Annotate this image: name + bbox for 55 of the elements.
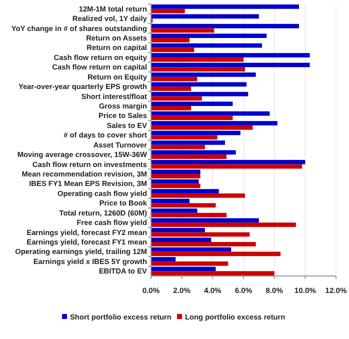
bar	[151, 184, 200, 188]
bar	[151, 106, 192, 110]
bar	[151, 174, 200, 178]
bar	[151, 179, 199, 184]
bar	[151, 130, 240, 136]
bar	[151, 261, 228, 266]
bar	[151, 218, 259, 223]
bar	[151, 121, 278, 126]
bar	[151, 222, 296, 227]
bar	[151, 96, 202, 101]
bar	[151, 86, 192, 91]
bar	[151, 24, 299, 28]
bar	[151, 198, 190, 204]
bar	[151, 271, 274, 276]
bar	[151, 102, 233, 106]
bar	[151, 14, 259, 19]
bar	[151, 212, 227, 218]
bar	[151, 242, 256, 246]
bar	[151, 125, 253, 130]
bar	[151, 170, 200, 174]
bar	[151, 135, 218, 140]
bar	[151, 144, 205, 150]
bar	[151, 203, 216, 208]
bar	[151, 48, 194, 52]
bar	[151, 28, 214, 33]
bar	[151, 34, 267, 38]
bar	[151, 150, 236, 155]
bar	[151, 82, 247, 87]
bar	[151, 193, 246, 198]
bar	[151, 57, 244, 62]
bar	[151, 72, 256, 77]
bar	[151, 252, 280, 256]
bar	[151, 67, 246, 72]
bar	[151, 238, 212, 242]
bar	[151, 257, 176, 262]
bar	[151, 160, 306, 164]
bar	[151, 8, 185, 14]
bar	[151, 189, 219, 194]
bar	[151, 62, 310, 68]
bar	[151, 53, 310, 58]
bar	[151, 154, 227, 159]
bar	[151, 228, 205, 232]
bar	[151, 43, 262, 48]
bar	[151, 4, 299, 9]
bar	[151, 116, 233, 120]
bar	[151, 140, 225, 145]
bar	[151, 111, 270, 116]
bar	[151, 164, 302, 169]
bar	[151, 232, 250, 237]
bar	[151, 76, 198, 82]
bar	[151, 266, 216, 272]
bar	[151, 38, 190, 42]
bar	[151, 92, 248, 96]
bar	[151, 208, 198, 213]
bar	[151, 247, 232, 252]
